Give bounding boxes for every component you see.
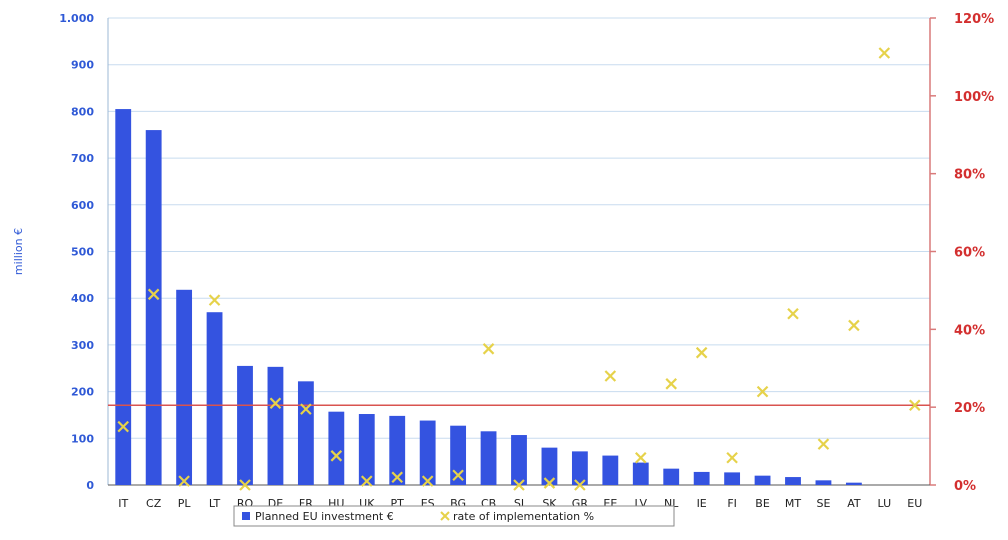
x-tick-label: PL bbox=[178, 497, 192, 510]
bar bbox=[389, 415, 406, 485]
scatter-point bbox=[665, 378, 678, 390]
y-tick-label: 100 bbox=[71, 432, 94, 445]
scatter-point bbox=[391, 471, 404, 483]
y-tick-label: 200 bbox=[71, 386, 94, 399]
legend-label: Planned EU investment € bbox=[255, 510, 394, 523]
x-tick-label: AT bbox=[847, 497, 861, 510]
bar bbox=[724, 472, 741, 485]
bar bbox=[693, 471, 710, 485]
x-tick-label: IT bbox=[118, 497, 128, 510]
scatter-point bbox=[787, 307, 799, 320]
bar bbox=[602, 455, 619, 485]
scatter-point bbox=[239, 479, 251, 491]
scatter-point bbox=[269, 397, 282, 410]
bar bbox=[358, 414, 375, 485]
scatter-point bbox=[543, 477, 556, 489]
bar bbox=[297, 381, 314, 485]
scatter-point bbox=[513, 479, 525, 491]
bar bbox=[115, 109, 132, 485]
y-tick-label: 400 bbox=[71, 292, 94, 305]
bar bbox=[541, 447, 558, 485]
bar bbox=[237, 365, 253, 485]
bar bbox=[480, 431, 497, 485]
scatter-point bbox=[147, 288, 160, 301]
bar bbox=[845, 482, 862, 485]
y2-tick-label: 40% bbox=[954, 323, 985, 338]
bar bbox=[511, 435, 527, 485]
scatter-point bbox=[574, 479, 586, 491]
bar bbox=[632, 462, 649, 485]
bar bbox=[176, 289, 193, 485]
x-tick-label: SE bbox=[816, 497, 830, 510]
scatter-point bbox=[208, 294, 221, 306]
y-axis-label: million € bbox=[12, 228, 25, 275]
y-tick-label: 800 bbox=[71, 105, 94, 118]
bar bbox=[145, 130, 162, 485]
bar bbox=[663, 468, 680, 485]
x-tick-label: EU bbox=[907, 497, 922, 510]
scatter-point bbox=[756, 385, 769, 398]
scatter-point bbox=[878, 47, 891, 59]
x-tick-label: LU bbox=[878, 497, 892, 510]
scatter-point bbox=[726, 451, 738, 464]
y2-tick-label: 120% bbox=[954, 12, 994, 27]
bar bbox=[328, 411, 345, 485]
scatter-point bbox=[848, 319, 860, 332]
y-tick-label: 1.000 bbox=[59, 12, 94, 25]
scatter-point bbox=[117, 420, 130, 433]
scatter-point bbox=[360, 475, 373, 487]
scatter-point bbox=[421, 475, 434, 487]
legend-swatch-bars bbox=[242, 512, 250, 520]
y-tick-label: 900 bbox=[71, 59, 94, 72]
x-tick-label: CZ bbox=[146, 497, 162, 510]
bar bbox=[815, 480, 832, 485]
y2-tick-label: 100% bbox=[954, 90, 994, 105]
x-tick-label: IE bbox=[697, 497, 707, 510]
scatter-point bbox=[300, 403, 312, 415]
y-tick-label: 700 bbox=[71, 152, 94, 165]
scatter-point bbox=[330, 450, 343, 462]
bar bbox=[754, 475, 771, 485]
bar bbox=[571, 451, 588, 485]
scatter-point bbox=[908, 399, 921, 411]
y-tick-label: 600 bbox=[71, 199, 94, 212]
bar bbox=[419, 420, 436, 485]
bar bbox=[785, 477, 801, 485]
scatter-point bbox=[178, 475, 190, 487]
scatter-point bbox=[817, 438, 830, 450]
x-tick-label: SI bbox=[514, 497, 524, 510]
scatter-point bbox=[695, 346, 708, 359]
x-tick-label: FI bbox=[727, 497, 737, 510]
scatter-point bbox=[634, 451, 647, 464]
x-tick-label: MT bbox=[785, 497, 801, 510]
legend-marker bbox=[440, 511, 450, 521]
scatter-point bbox=[452, 469, 464, 482]
bar bbox=[267, 366, 284, 485]
y2-tick-label: 60% bbox=[954, 246, 985, 261]
y2-tick-label: 0% bbox=[954, 479, 976, 494]
legend-label: rate of implementation % bbox=[453, 510, 594, 523]
scatter-point bbox=[604, 370, 617, 382]
scatter-point bbox=[482, 343, 495, 355]
y2-tick-label: 20% bbox=[954, 401, 985, 416]
x-tick-label: BE bbox=[755, 497, 770, 510]
y2-tick-label: 80% bbox=[954, 168, 985, 183]
y-tick-label: 300 bbox=[71, 339, 94, 352]
y-tick-label: 500 bbox=[71, 246, 94, 259]
bar bbox=[206, 312, 223, 485]
legend-box bbox=[233, 505, 675, 527]
y-tick-label: 0 bbox=[86, 479, 94, 492]
x-tick-label: LT bbox=[209, 497, 221, 510]
